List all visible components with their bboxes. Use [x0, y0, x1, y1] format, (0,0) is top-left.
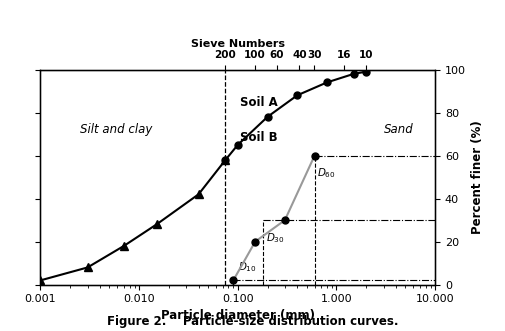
Text: Sand: Sand	[383, 123, 413, 136]
Text: $D_{30}$: $D_{30}$	[266, 231, 284, 245]
Text: $D_{10}$: $D_{10}$	[238, 260, 257, 274]
Text: $D_{60}$: $D_{60}$	[317, 166, 335, 180]
Text: Soil B: Soil B	[239, 130, 277, 144]
Y-axis label: Percent finer (%): Percent finer (%)	[471, 120, 483, 234]
X-axis label: Particle diameter (mm): Particle diameter (mm)	[161, 308, 314, 321]
Text: Silt and clay: Silt and clay	[80, 123, 152, 136]
X-axis label: Sieve Numbers: Sieve Numbers	[190, 39, 284, 49]
Text: Soil A: Soil A	[239, 96, 277, 109]
Text: Figure 2.    Particle-size distribution curves.: Figure 2. Particle-size distribution cur…	[107, 315, 398, 328]
